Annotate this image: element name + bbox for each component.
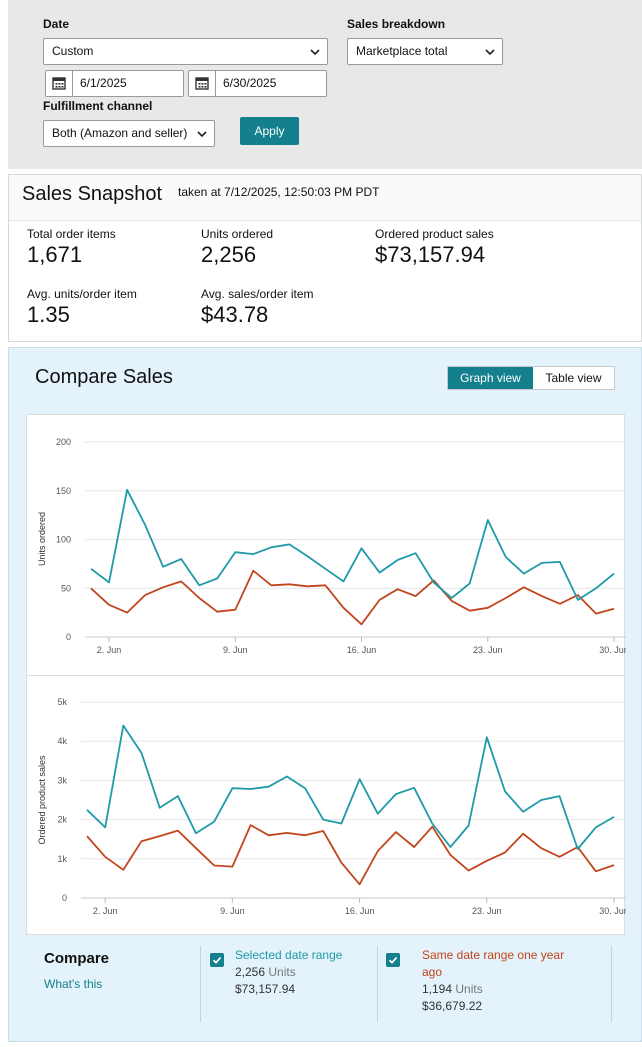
metric-avg-units-per-order-item: Avg. units/order item 1.35 [27, 287, 137, 328]
x-tick-label: 23. Jun [472, 906, 502, 916]
series-selected-range-line [90, 488, 615, 601]
metric-label: Units ordered [201, 227, 274, 241]
legend-title: Compare [44, 950, 110, 967]
graph-view-button[interactable]: Graph view [448, 367, 533, 389]
metric-value: $43.78 [201, 302, 269, 327]
snapshot-title: Sales Snapshot [22, 183, 163, 205]
metric-value: 2,256 [201, 242, 257, 267]
y-tick-label: 1k [57, 854, 67, 864]
metric-label: Total order items [27, 227, 116, 241]
compare-legend: Compare What's this Selected date range … [26, 932, 625, 1024]
y-tick-label: 0 [66, 632, 71, 642]
x-tick-label: 2. Jun [97, 645, 122, 655]
chevron-down-icon [197, 131, 207, 138]
metric-value: 1,671 [27, 242, 83, 267]
table-view-button[interactable]: Table view [545, 371, 602, 385]
end-date-value: 6/30/2025 [223, 76, 277, 90]
sales-breakdown-value: Marketplace total [356, 44, 448, 58]
series-previous-year-line [90, 569, 615, 626]
metric-total-order-items: Total order items 1,671 [27, 227, 116, 268]
previous-range-name: Same date range one year ago [422, 948, 565, 979]
legend-divider [200, 946, 201, 1022]
checkmark-icon [388, 956, 398, 964]
compare-sales-title: Compare Sales [35, 366, 173, 388]
y-tick-label: 0 [62, 893, 67, 903]
previous-range-units-word: Units [455, 982, 483, 996]
previous-range-checkbox[interactable] [386, 953, 400, 967]
snapshot-header: Sales Snapshot taken at 7/12/2025, 12:50… [9, 175, 641, 221]
metric-units-ordered: Units ordered 2,256 [201, 227, 273, 268]
ordered-product-sales-chart: 0 1k 2k 3k 4k 5k 2. Jun 9. Jun 16. Jun 23. Jun 30.… [26, 675, 626, 935]
selected-range-units: 2,256 Units [235, 965, 296, 979]
metric-label: Avg. sales/order item [201, 287, 314, 301]
selected-range-checkbox[interactable] [210, 953, 224, 967]
metric-avg-sales-per-order-item: Avg. sales/order item $43.78 [201, 287, 314, 328]
chevron-down-icon [310, 49, 320, 56]
y-tick-label: 2k [57, 815, 67, 825]
fulfillment-channel-value: Both (Amazon and seller) [52, 126, 188, 140]
sales-breakdown-label: Sales breakdown [347, 17, 446, 31]
series-selected-range-line [86, 724, 615, 850]
selected-range-units-word: Units [268, 965, 296, 979]
checkmark-icon [212, 956, 222, 964]
legend-divider [377, 946, 378, 1022]
calendar-icon [52, 77, 66, 90]
x-tick-label: 30. Jun [599, 645, 626, 655]
filters-panel: Date Custom Sales breakdown Marketplace … [8, 0, 642, 169]
previous-range-units-value: 1,194 [422, 982, 453, 996]
selected-range-name: Selected date range [235, 948, 343, 962]
date-range-select[interactable]: Custom [43, 38, 328, 65]
y-tick-label: 50 [61, 583, 71, 593]
metric-label: Ordered product sales [375, 227, 494, 241]
sales-snapshot-panel: Sales Snapshot taken at 7/12/2025, 12:50… [8, 174, 642, 342]
end-date-input[interactable]: 6/30/2025 [188, 70, 327, 97]
x-tick-label: 2. Jun [93, 906, 118, 916]
y-tick-label: 5k [57, 697, 67, 707]
x-tick-label: 23. Jun [473, 645, 503, 655]
y-tick-label: 150 [56, 486, 71, 496]
snapshot-timestamp: taken at 7/12/2025, 12:50:03 PM PDT [178, 185, 380, 199]
units-ordered-chart-svg: 0 50 100 150 200 2. Jun 9. Jun 16. Jun 23. Jun 30… [37, 437, 626, 655]
selected-range-units-value: 2,256 [235, 965, 266, 979]
series-previous-year-line [86, 824, 615, 886]
metric-value: 1.35 [27, 302, 70, 327]
x-tick-label: 9. Jun [223, 645, 248, 655]
date-range-value: Custom [52, 44, 94, 58]
previous-range-sales: $36,679.22 [422, 999, 483, 1013]
x-tick-label: 16. Jun [345, 906, 375, 916]
view-toggle: Graph view Table view [447, 366, 615, 390]
selected-range-sales: $73,157.94 [235, 982, 296, 996]
apply-button[interactable]: Apply [240, 117, 299, 145]
x-tick-label: 30. Jun [599, 906, 626, 916]
ordered-product-sales-chart-svg: 0 1k 2k 3k 4k 5k 2. Jun 9. Jun 16. Jun 23. Jun 30.… [37, 697, 626, 916]
fulfillment-channel-label: Fulfillment channel [43, 99, 153, 113]
x-tick-label: 9. Jun [220, 906, 245, 916]
y-tick-label: 3k [57, 775, 67, 785]
sales-breakdown-select[interactable]: Marketplace total [347, 38, 503, 65]
whats-this-link[interactable]: What's this [44, 977, 103, 991]
y-axis-title: Units ordered [37, 512, 47, 566]
y-axis-title: Ordered product sales [37, 755, 47, 845]
metric-ordered-product-sales: Ordered product sales $73,157.94 [375, 227, 494, 268]
y-tick-label: 100 [56, 535, 71, 545]
legend-divider [611, 946, 612, 1022]
fulfillment-channel-select[interactable]: Both (Amazon and seller) [43, 120, 215, 147]
end-date-calendar-button[interactable] [189, 71, 216, 96]
units-ordered-chart: 0 50 100 150 200 2. Jun 9. Jun 16. Jun 23. Jun 30… [26, 414, 626, 676]
chevron-down-icon [485, 49, 495, 56]
y-tick-label: 200 [56, 437, 71, 447]
metric-value: $73,157.94 [375, 242, 486, 267]
calendar-icon [195, 77, 209, 90]
metric-label: Avg. units/order item [27, 287, 137, 301]
start-date-calendar-button[interactable] [46, 71, 73, 96]
y-tick-label: 4k [57, 736, 67, 746]
previous-range-units: 1,194 Units [422, 982, 483, 996]
start-date-input[interactable]: 6/1/2025 [45, 70, 184, 97]
start-date-value: 6/1/2025 [80, 76, 127, 90]
x-tick-label: 16. Jun [347, 645, 377, 655]
date-label: Date [43, 17, 70, 31]
compare-sales-panel: Compare Sales Graph view Table view 0 50 1… [8, 347, 642, 1042]
